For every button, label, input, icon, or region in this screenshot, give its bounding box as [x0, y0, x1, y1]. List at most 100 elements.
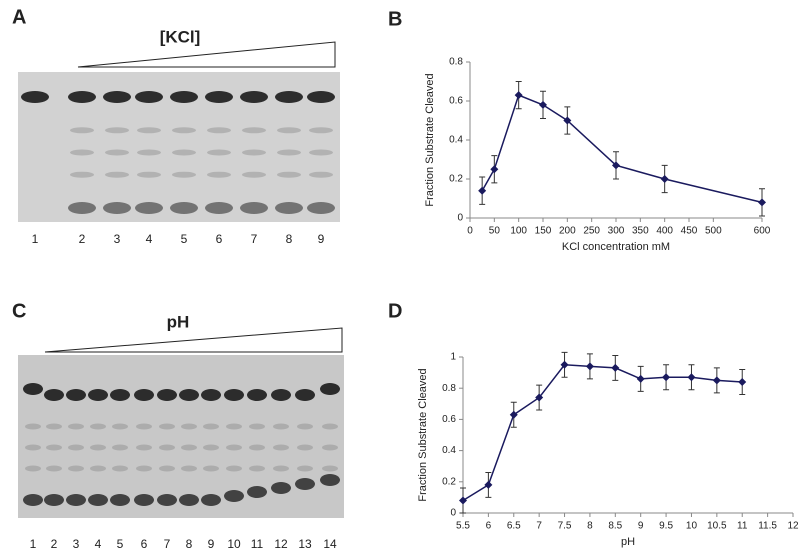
y-axis-title: Fraction Substrate Cleaved — [417, 368, 429, 501]
y-tick-label: 0.4 — [449, 135, 463, 146]
x-tick-label: 250 — [583, 226, 600, 237]
y-tick-label: 0.8 — [442, 383, 456, 394]
gel-title: [KCl] — [160, 27, 201, 46]
gel-band — [277, 127, 301, 134]
lane-label: 2 — [79, 232, 86, 246]
gel-band — [307, 202, 335, 214]
gel-band — [157, 389, 177, 401]
gel-band — [201, 389, 221, 401]
x-tick-label: 6 — [486, 521, 492, 532]
lane-label: 5 — [117, 537, 124, 551]
x-tick-label: 12 — [787, 521, 799, 532]
y-tick-label: 0.6 — [449, 96, 463, 107]
y-tick-label: 1 — [450, 352, 456, 363]
data-line — [481, 94, 763, 204]
gel-band — [68, 202, 96, 214]
x-tick-label: 0 — [467, 226, 473, 237]
gel-band — [25, 423, 41, 430]
data-point — [478, 186, 487, 195]
gel-band — [134, 494, 154, 506]
gel-band — [242, 149, 266, 156]
gel-band — [271, 482, 291, 494]
y-tick-label: 0 — [457, 213, 463, 224]
gel-band — [309, 171, 333, 178]
gel-band — [172, 171, 196, 178]
gel-band — [271, 389, 291, 401]
y-tick-label: 0 — [450, 508, 456, 519]
gel-band — [88, 494, 108, 506]
data-point — [563, 116, 572, 125]
gel-band — [205, 202, 233, 214]
gel-band — [105, 149, 129, 156]
gel-band — [25, 465, 41, 472]
gel-band — [249, 465, 265, 472]
data-point — [560, 360, 569, 369]
gel-band — [273, 444, 289, 451]
data-point — [712, 376, 721, 385]
gel-band — [103, 202, 131, 214]
x-axis-title: KCl concentration mM — [562, 241, 670, 253]
data-point — [509, 410, 518, 419]
gel-band — [207, 127, 231, 134]
gel-band — [112, 465, 128, 472]
panel-label: C — [12, 300, 26, 322]
gel-band — [273, 465, 289, 472]
data-point — [687, 373, 696, 382]
gel-band — [136, 465, 152, 472]
gel-band — [295, 478, 315, 490]
gel-band — [275, 202, 303, 214]
gel-band — [112, 423, 128, 430]
gel-band — [21, 91, 49, 103]
lane-label: 8 — [286, 232, 293, 246]
gel-band — [295, 389, 315, 401]
lane-label: 6 — [216, 232, 223, 246]
lane-label: 1 — [32, 232, 39, 246]
gel-band — [44, 389, 64, 401]
gel-band — [70, 171, 94, 178]
gel-band — [242, 127, 266, 134]
lane-label: 1 — [30, 537, 37, 551]
gel-band — [247, 486, 267, 498]
gel-band — [275, 91, 303, 103]
gel-band — [68, 91, 96, 103]
gel-band — [181, 423, 197, 430]
gel-band — [224, 490, 244, 502]
panel-label: B — [388, 8, 402, 30]
gel-band — [90, 423, 106, 430]
gel-band — [88, 389, 108, 401]
gel-band — [207, 171, 231, 178]
gel-band — [307, 91, 335, 103]
gel-band — [203, 444, 219, 451]
x-tick-label: 7 — [536, 521, 542, 532]
x-axis-title: pH — [621, 536, 635, 548]
gel-band — [134, 389, 154, 401]
x-tick-label: 8.5 — [608, 521, 622, 532]
data-point — [611, 363, 620, 372]
gradient-wedge — [44, 327, 343, 353]
x-tick-label: 11 — [737, 521, 748, 532]
x-tick-label: 300 — [608, 226, 625, 237]
gel-band — [226, 444, 242, 451]
gel-band — [297, 423, 313, 430]
data-point — [660, 175, 669, 183]
gel-band — [137, 171, 161, 178]
gel-band — [226, 423, 242, 430]
lane-label: 3 — [114, 232, 121, 246]
gel-band — [90, 465, 106, 472]
y-tick-label: 0.8 — [449, 57, 463, 68]
x-tick-label: 100 — [510, 226, 527, 237]
x-tick-label: 600 — [754, 226, 771, 237]
x-tick-label: 400 — [656, 226, 673, 237]
x-tick-label: 10.5 — [707, 521, 727, 532]
gel-band — [203, 423, 219, 430]
gel-band — [70, 149, 94, 156]
data-point — [514, 91, 523, 100]
y-axis-title: Fraction Substrate Cleaved — [424, 73, 436, 206]
gel-band — [159, 465, 175, 472]
gel-band — [181, 444, 197, 451]
gel-band — [179, 389, 199, 401]
gel-band — [309, 127, 333, 134]
gel-band — [137, 149, 161, 156]
gel-band — [240, 91, 268, 103]
